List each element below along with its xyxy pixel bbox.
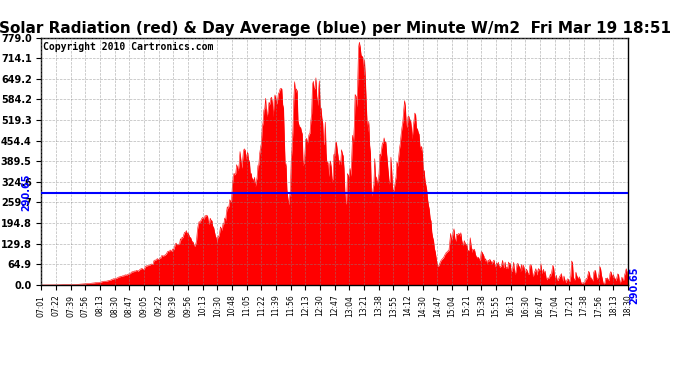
Text: Copyright 2010 Cartronics.com: Copyright 2010 Cartronics.com (43, 42, 213, 52)
Title: Solar Radiation (red) & Day Average (blue) per Minute W/m2  Fri Mar 19 18:51: Solar Radiation (red) & Day Average (blu… (0, 21, 671, 36)
Text: 290.65: 290.65 (629, 266, 639, 304)
